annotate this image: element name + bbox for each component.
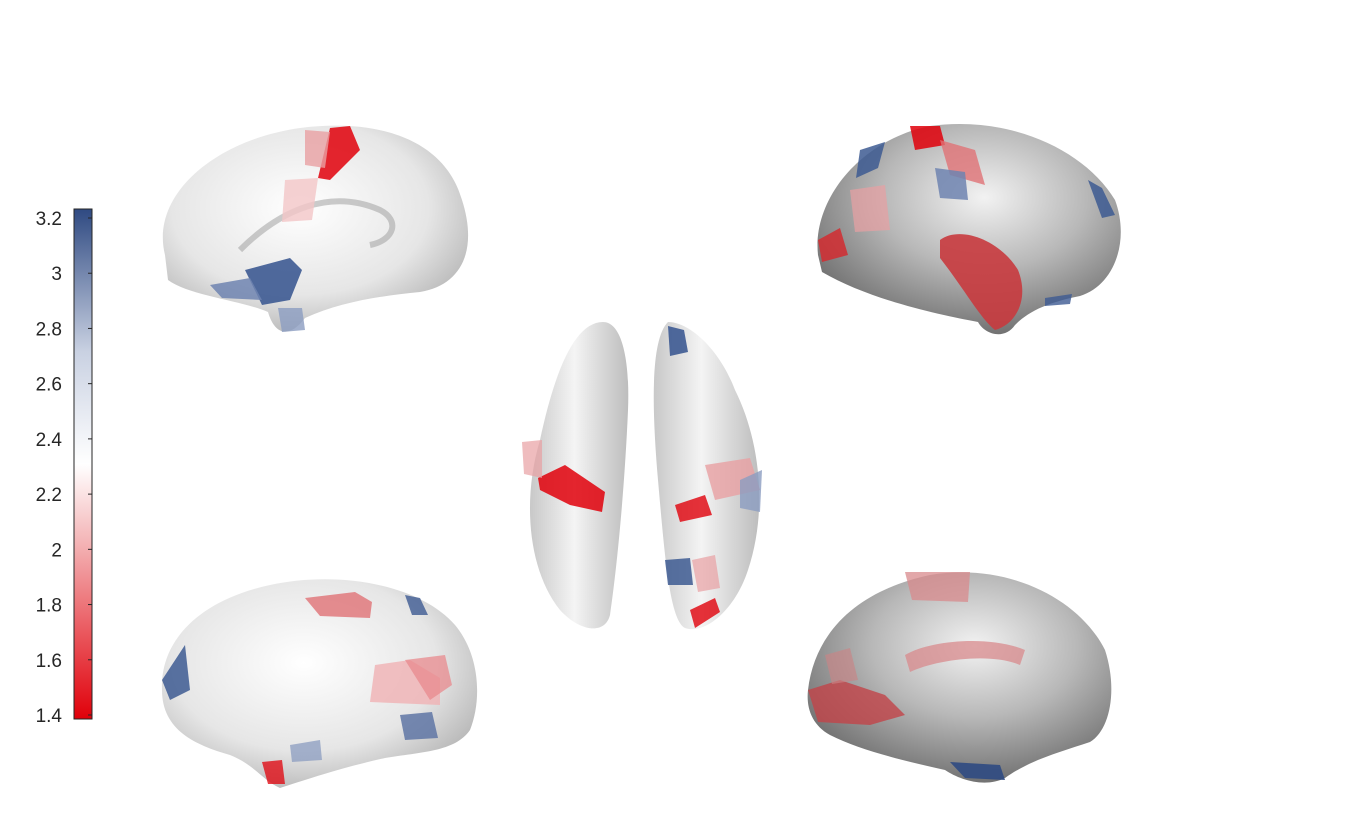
region-pink	[905, 572, 970, 602]
sylvian-fissure	[237, 198, 396, 253]
region-blue	[668, 326, 688, 356]
region-red	[818, 228, 848, 262]
cortex-surface	[161, 579, 478, 788]
region-pink	[905, 640, 1025, 672]
brain-view-right-medial	[807, 572, 1112, 783]
region-red	[808, 680, 905, 725]
colorbar-tick-label: 1.6	[36, 651, 62, 672]
colorbar-tick-label: 3	[51, 264, 62, 285]
colorbar-ticks: 3.2 3 2.8 2.6 2.4 2.2 2 1.8 1.6 1.4	[36, 209, 92, 727]
region-pink	[825, 648, 858, 684]
colorbar-tick-label: 2.8	[36, 319, 62, 340]
region-red	[940, 234, 1023, 330]
colorbar-tick-label: 2.6	[36, 375, 62, 396]
region-red	[675, 495, 712, 522]
region-pale-blue	[740, 470, 762, 512]
region-pink	[850, 185, 890, 232]
region-red	[262, 760, 285, 784]
cortex-surface	[817, 123, 1121, 335]
cortex-surface	[807, 572, 1112, 783]
region-blue	[405, 595, 428, 615]
colorbar-tick-label: 2	[51, 540, 62, 561]
region-blue	[162, 645, 190, 700]
colorbar: 3.2 3 2.8 2.6 2.4 2.2 2 1.8 1.6 1.4	[36, 208, 93, 727]
region-pink	[305, 130, 330, 168]
region-pale-blue	[400, 712, 438, 740]
region-pink	[305, 592, 372, 618]
region-red	[538, 465, 605, 512]
colorbar-tick-label: 1.4	[36, 706, 63, 727]
colorbar-tick-label: 3.2	[36, 209, 62, 230]
region-blue	[950, 762, 1005, 780]
brain-view-left-lateral	[162, 125, 469, 332]
region-blue	[1088, 180, 1115, 218]
colorbar-tick-label: 2.4	[36, 430, 63, 451]
region-pale-blue	[210, 278, 262, 300]
region-pink	[522, 440, 542, 478]
colorbar-tick-label: 1.8	[36, 596, 62, 617]
region-pink	[282, 178, 318, 222]
brain-view-dorsal	[522, 322, 762, 630]
region-pale-blue	[1045, 294, 1072, 306]
right-hemisphere-surface	[653, 322, 760, 630]
region-blue	[245, 258, 302, 305]
region-pale-blue	[278, 308, 305, 332]
region-red	[690, 598, 720, 628]
brain-view-right-lateral	[817, 123, 1121, 335]
region-blue	[665, 558, 693, 585]
region-pale-blue	[935, 168, 968, 200]
brain-view-left-medial	[161, 579, 478, 788]
region-red	[405, 655, 452, 700]
region-pale-blue	[290, 740, 322, 762]
region-red	[910, 126, 945, 150]
region-blue	[856, 142, 885, 178]
region-pink	[692, 555, 720, 592]
colorbar-gradient	[73, 208, 93, 720]
colorbar-tick-label: 2.2	[36, 485, 62, 506]
